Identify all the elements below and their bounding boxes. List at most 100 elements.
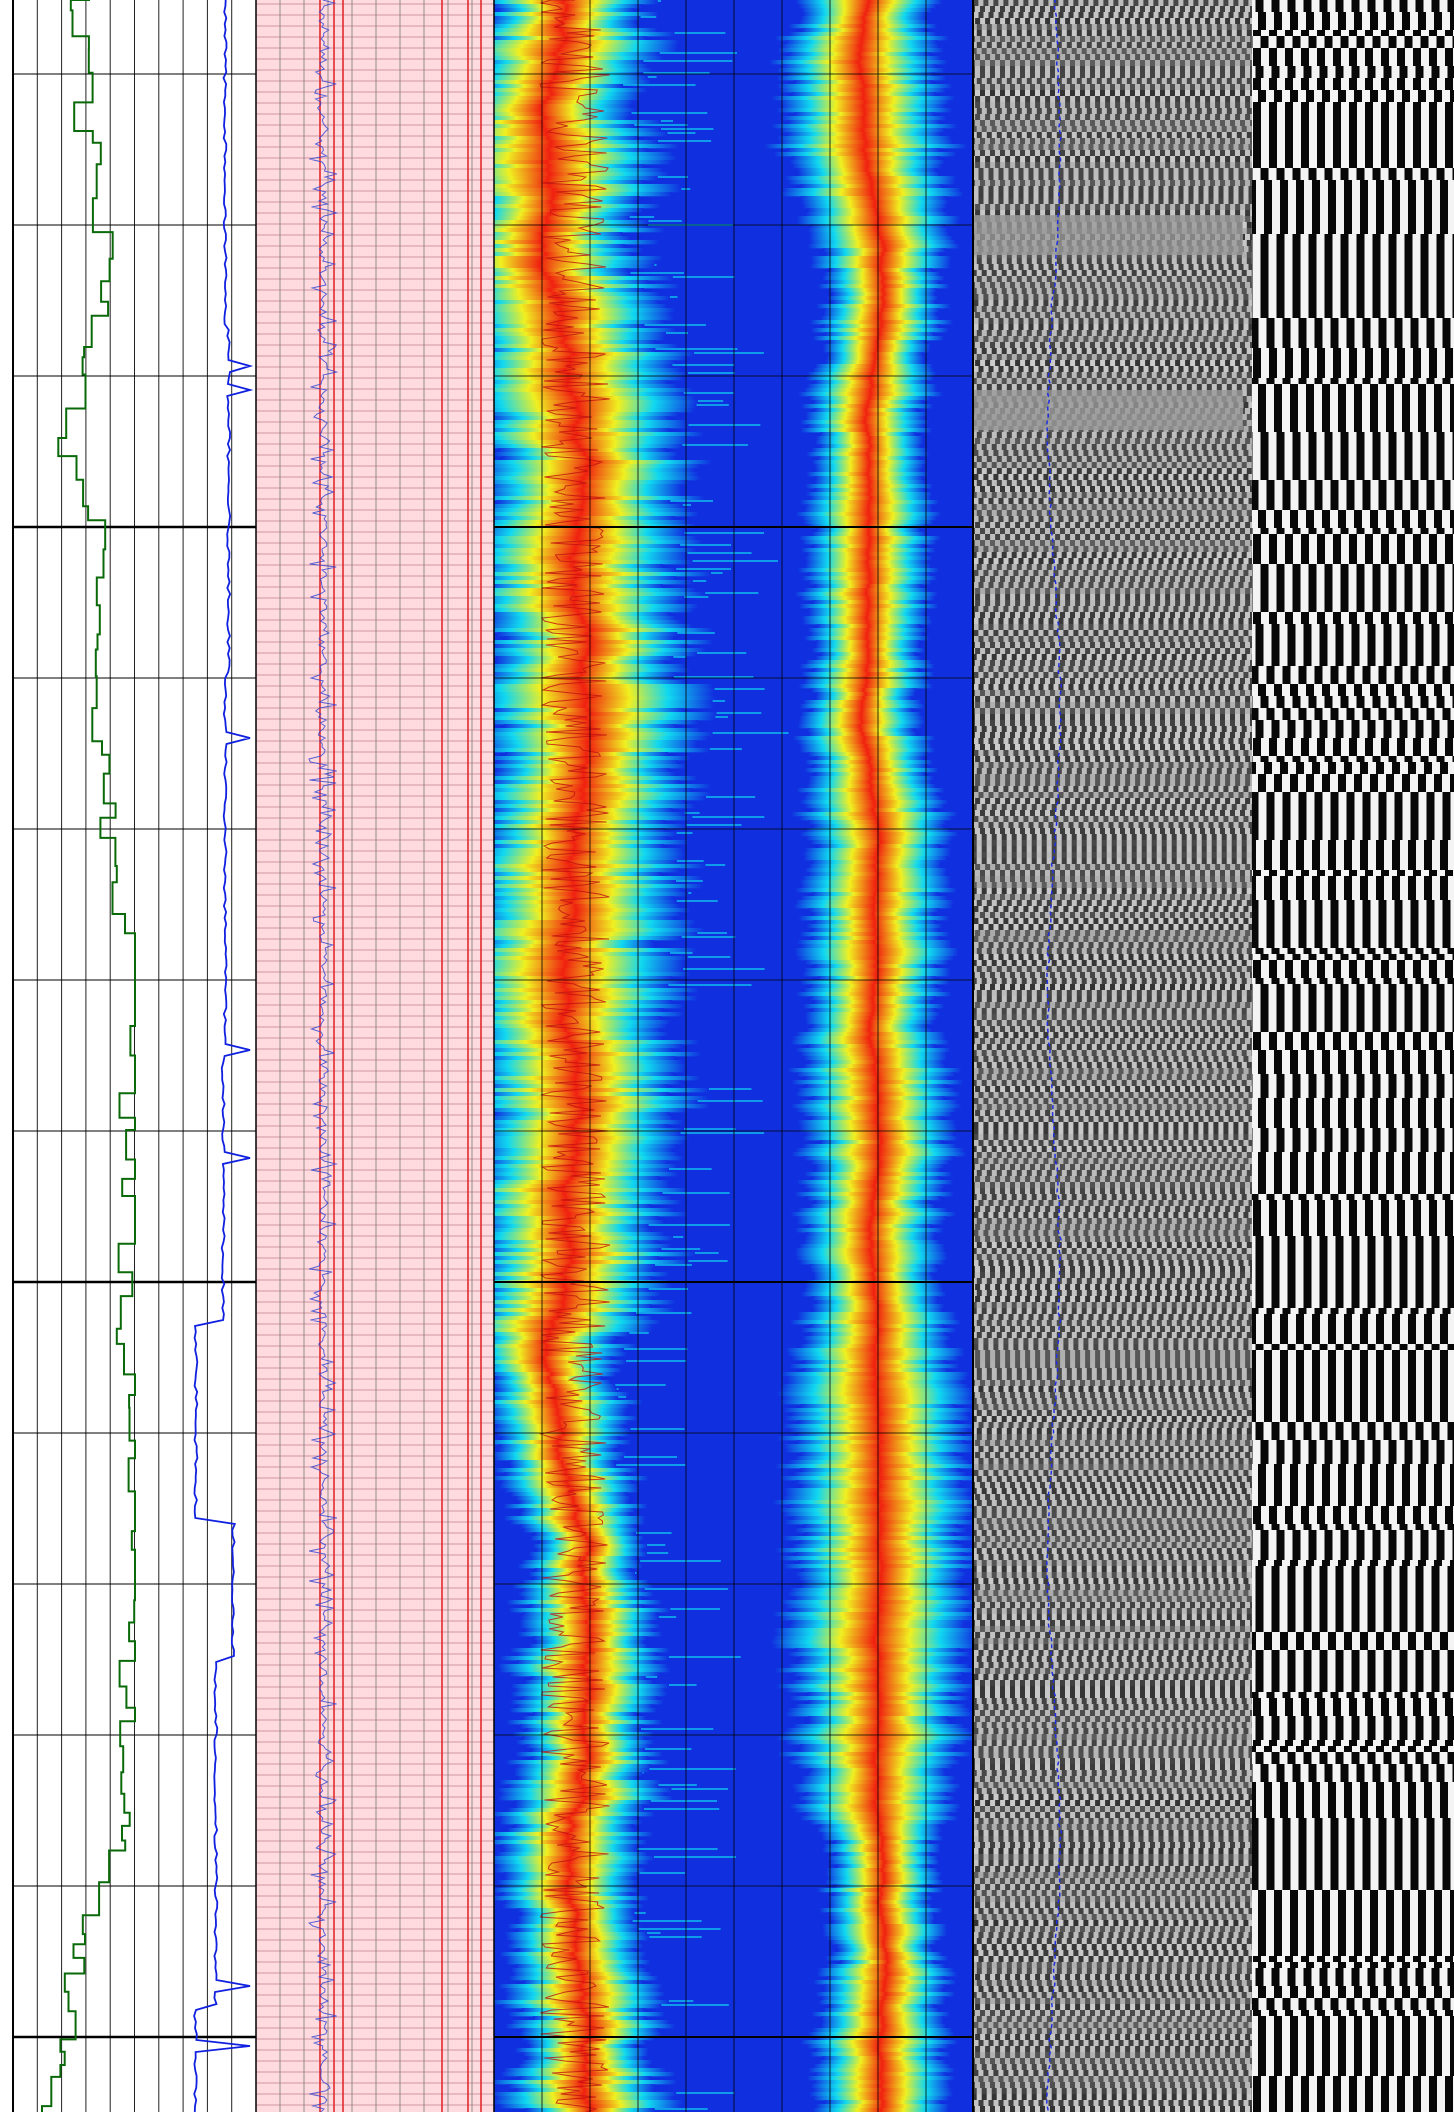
heat-band: [800, 500, 939, 505]
heat-band: [813, 2108, 949, 2112]
heat-band: [830, 1940, 937, 1945]
image-row: [1252, 2106, 1454, 2112]
image-row: [973, 1500, 1252, 1506]
heat-band: [794, 1596, 965, 1601]
heat-band: [816, 436, 924, 441]
image-row: [1252, 1902, 1454, 1908]
heat-band: [802, 516, 938, 521]
heat-band: [494, 1392, 629, 1397]
image-row: [1252, 348, 1454, 354]
image-row: [1252, 1374, 1454, 1380]
image-row: [1252, 1794, 1454, 1800]
image-row: [973, 1662, 1252, 1668]
image-row: [973, 2028, 1252, 2034]
heat-band: [494, 1216, 659, 1221]
image-row: [1252, 1788, 1454, 1794]
image-row: [973, 1872, 1252, 1878]
heat-band: [784, 1520, 973, 1525]
heat-band: [801, 1292, 947, 1297]
heat-band: [808, 572, 931, 577]
heat-band: [494, 616, 677, 621]
heat-band: [805, 1084, 947, 1089]
image-row: [973, 840, 1252, 846]
heat-band: [783, 1444, 973, 1449]
heat-band: [494, 688, 715, 693]
heat-band: [808, 872, 947, 877]
heat-streak: [667, 132, 696, 134]
heat-band: [823, 2008, 939, 2013]
heat-band: [795, 1456, 966, 1461]
image-left: [973, 0, 1252, 2112]
heat-band: [494, 668, 690, 673]
heat-band: [811, 1024, 929, 1029]
image-row: [973, 1512, 1252, 1518]
heat-band: [494, 1052, 702, 1057]
heat-band: [494, 1080, 682, 1085]
image-row: [973, 1014, 1252, 1020]
heat-streak: [658, 1784, 697, 1786]
heat-band: [494, 728, 701, 733]
image-row: [1252, 1182, 1454, 1188]
image-row: [973, 582, 1252, 588]
image-row: [973, 1422, 1252, 1428]
heat-streak: [692, 816, 765, 818]
heat-band: [804, 1288, 944, 1293]
blue-waveform: [307, 0, 339, 2112]
image-row: [1252, 114, 1454, 120]
heat-band: [820, 652, 916, 657]
heat-band: [829, 288, 937, 293]
heat-streak: [655, 348, 738, 350]
image-row: [1252, 828, 1454, 834]
image-row: [1252, 54, 1454, 60]
heat-band: [524, 1680, 654, 1685]
heat-band: [799, 704, 925, 709]
heat-band: [494, 204, 661, 209]
image-row: [1252, 750, 1454, 756]
image-row: [973, 1020, 1252, 1026]
image-row: [1252, 2070, 1454, 2076]
image-row: [1252, 894, 1454, 900]
heat-band: [494, 508, 691, 513]
heat-band: [807, 752, 928, 757]
heat-band: [494, 460, 712, 465]
heat-band: [494, 1288, 649, 1293]
heat-band: [494, 468, 695, 473]
image-row: [1252, 1776, 1454, 1782]
heat-band: [494, 216, 630, 221]
heat-streak: [673, 656, 686, 658]
heat-streak: [688, 892, 692, 894]
heat-band: [787, 1592, 973, 1597]
heat-band: [494, 948, 697, 953]
image-row: [973, 1878, 1252, 1884]
heat-band: [800, 420, 929, 425]
image-row: [973, 1956, 1252, 1962]
heat-band: [798, 1796, 955, 1801]
heat-band: [494, 840, 689, 845]
heat-band: [498, 448, 667, 453]
heat-band: [796, 1072, 955, 1077]
heat-band: [494, 252, 633, 257]
heat-band: [805, 1016, 938, 1021]
heat-band: [526, 2040, 647, 2045]
heat-band: [806, 560, 929, 565]
image-row: [1252, 366, 1454, 372]
image-row: [973, 1200, 1252, 1206]
image-row: [1252, 1638, 1454, 1644]
heat-band: [811, 328, 949, 333]
heat-band: [787, 120, 941, 125]
heat-band: [836, 1944, 932, 1949]
image-row: [1252, 504, 1454, 510]
heat-band: [494, 128, 661, 133]
image-row: [973, 174, 1252, 180]
heat-streak: [623, 1456, 677, 1458]
heat-band: [494, 1112, 670, 1117]
heat-band: [507, 1944, 644, 1949]
image-row: [1252, 318, 1454, 324]
image-row: [1252, 1662, 1454, 1668]
heat-band: [494, 1136, 690, 1141]
heat-band: [494, 864, 706, 869]
heat-band: [494, 1040, 699, 1045]
image-row: [1252, 144, 1454, 150]
heat-band: [494, 280, 648, 285]
image-row: [1252, 198, 1454, 204]
